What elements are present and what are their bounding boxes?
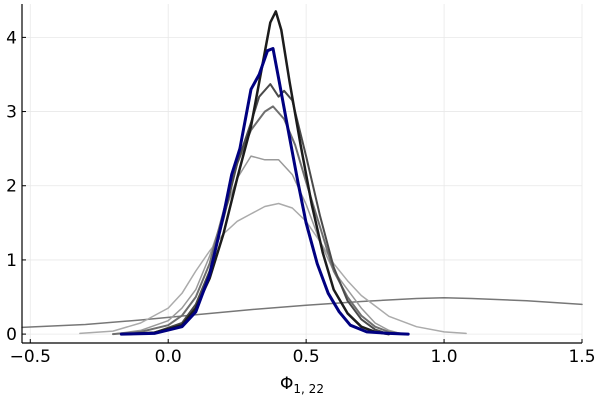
series-line-5 [125, 83, 390, 336]
y-tick-label: 0 [6, 325, 17, 345]
x-tick-label: 0.0 [155, 347, 182, 367]
x-tick-label: 1.0 [431, 347, 458, 367]
series-line-3 [112, 155, 404, 335]
series-line-2 [79, 202, 467, 335]
y-tick-label: 2 [6, 177, 17, 197]
tick-labels: −0.5 0.0 0.5 1.0 1.5 0 1 2 3 4 [6, 28, 595, 367]
x-tick-label: 0.5 [293, 347, 320, 367]
x-axis-label: Φ1, 22 [280, 374, 324, 396]
y-tick-label: 1 [6, 251, 17, 271]
series-line-7 [119, 47, 410, 336]
series-group [21, 10, 583, 336]
y-tick-label: 3 [6, 103, 17, 123]
series-line-1 [21, 297, 583, 329]
grid [22, 4, 583, 343]
x-tick-label: −0.5 [10, 347, 51, 367]
series-line-6 [125, 10, 391, 336]
series-line-4 [112, 105, 407, 336]
axes [21, 4, 583, 344]
x-tick-label: 1.5 [568, 347, 595, 367]
y-tick-label: 4 [6, 28, 17, 48]
